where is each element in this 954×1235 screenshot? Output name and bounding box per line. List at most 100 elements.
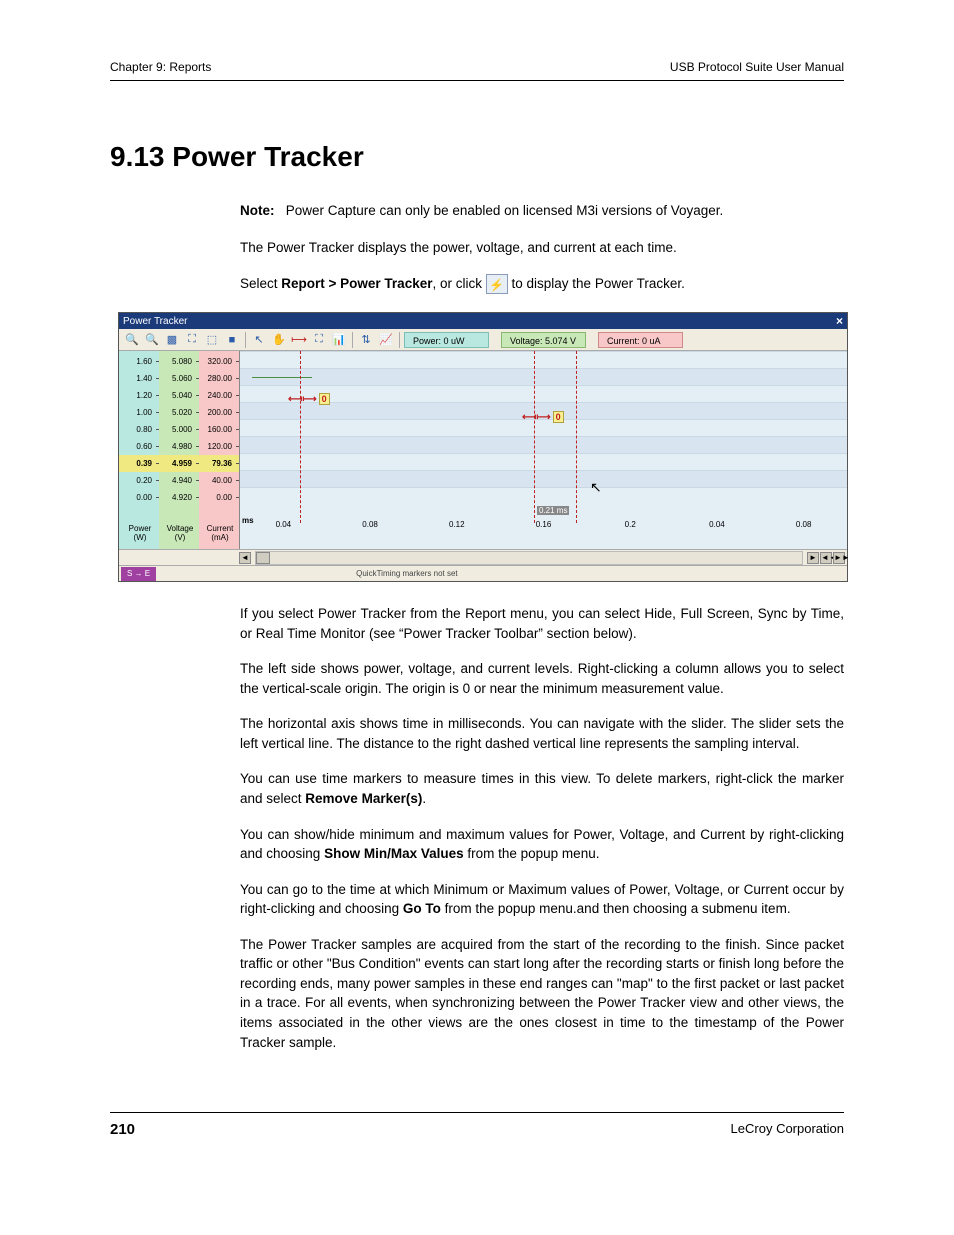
- ytick: 1.20: [119, 387, 159, 404]
- pointer-icon[interactable]: ↖: [250, 331, 268, 349]
- ytick: 4.920: [159, 489, 199, 506]
- zoom-in-icon[interactable]: 🔍: [123, 331, 141, 349]
- voltage-axis-label: Voltage(V): [160, 523, 200, 549]
- ytick: 280.00: [199, 370, 239, 387]
- voltage-readout: Voltage: 5.074 V: [501, 332, 586, 348]
- window-title: Power Tracker: [123, 316, 187, 327]
- x-axis-labels: 0.040.080.120.160.20.040.08: [240, 520, 847, 529]
- xtick: 0.16: [500, 520, 587, 529]
- header-left: Chapter 9: Reports: [110, 60, 211, 74]
- ytick: 4.980: [159, 438, 199, 455]
- section-title: 9.13 Power Tracker: [110, 141, 844, 173]
- ytick: 5.080: [159, 353, 199, 370]
- para-minmax: You can show/hide minimum and maximum va…: [240, 825, 844, 864]
- ytick: 200.00: [199, 404, 239, 421]
- scroll-thumb[interactable]: [256, 552, 270, 564]
- note-text: Power Capture can only be enabled on lic…: [286, 203, 724, 218]
- para-samples: The Power Tracker samples are acquired f…: [240, 935, 844, 1052]
- stop-icon[interactable]: ■: [223, 331, 241, 349]
- ytick: 0.80: [119, 421, 159, 438]
- scroll-left-icon[interactable]: ◄: [239, 552, 251, 564]
- ytick: 5.020: [159, 404, 199, 421]
- ytick: 1.40: [119, 370, 159, 387]
- zoom-reset-icon[interactable]: ⬚: [203, 331, 221, 349]
- scroll-track[interactable]: [255, 551, 803, 565]
- scroll-row: ◄ ► ◄◄ ►►: [119, 549, 847, 565]
- xtick: 0.12: [413, 520, 500, 529]
- ytick: 320.00: [199, 353, 239, 370]
- para-markers: You can use time markers to measure time…: [240, 769, 844, 808]
- ytick: 5.060: [159, 370, 199, 387]
- marker-1[interactable]: ⟻⟼0: [288, 393, 330, 405]
- current-readout: Current: 0 uA: [598, 332, 683, 348]
- y-col-current[interactable]: 320.00 280.00 240.00 200.00 160.00 120.0…: [199, 351, 239, 549]
- intro-para-2: Select Report > Power Tracker, or click …: [240, 274, 844, 294]
- marker-line-2: [534, 351, 535, 523]
- se-badge[interactable]: S → E: [121, 567, 156, 581]
- quicktiming-label: QuickTiming markers not set: [356, 569, 458, 578]
- ytick: 160.00: [199, 421, 239, 438]
- voltage-trace: [252, 377, 312, 378]
- ytick: 1.60: [119, 353, 159, 370]
- ytick: 0.00: [119, 489, 159, 506]
- ytick: 120.00: [199, 438, 239, 455]
- zoom-area-icon[interactable]: ▩: [163, 331, 181, 349]
- realtime-icon[interactable]: 📈: [377, 331, 395, 349]
- y-col-power[interactable]: 1.60 1.40 1.20 1.00 0.80 0.60 0.39 0.20 …: [119, 351, 159, 549]
- chart-body: 1.60 1.40 1.20 1.00 0.80 0.60 0.39 0.20 …: [119, 351, 847, 549]
- xtick: 0.08: [327, 520, 414, 529]
- marker-2[interactable]: ⟻⟼0: [522, 411, 564, 423]
- ytick: 40.00: [199, 472, 239, 489]
- ytick: 4.940: [159, 472, 199, 489]
- ytick: 1.00: [119, 404, 159, 421]
- ytick: 0.20: [119, 472, 159, 489]
- ytick: 79.36: [199, 455, 239, 472]
- fullscreen-icon[interactable]: ⛶: [310, 331, 328, 349]
- power-readout: Power: 0 uW: [404, 332, 489, 348]
- ytick: 0.00: [199, 489, 239, 506]
- y-axis-columns: 1.60 1.40 1.20 1.00 0.80 0.60 0.39 0.20 …: [119, 351, 239, 549]
- ytick: 0.60: [119, 438, 159, 455]
- lightning-icon[interactable]: [486, 274, 508, 294]
- y-col-voltage[interactable]: 5.080 5.060 5.040 5.020 5.000 4.980 4.95…: [159, 351, 199, 549]
- xtick: 0.04: [674, 520, 761, 529]
- ytick: 4.959: [159, 455, 199, 472]
- xtick: 0.2: [587, 520, 674, 529]
- zoom-fit-icon[interactable]: ⛶: [183, 331, 201, 349]
- window-footer: S → E QuickTiming markers not set: [119, 565, 847, 581]
- toolbar: 🔍 🔍 ▩ ⛶ ⬚ ■ ↖ ✋ ⟼ ⛶ 📊 ⇅ 📈 Power: 0 uW Vo…: [119, 329, 847, 351]
- page-header: Chapter 9: Reports USB Protocol Suite Us…: [110, 60, 844, 81]
- chart-icon[interactable]: 📊: [330, 331, 348, 349]
- sample-interval-label: 0.21 ms: [537, 506, 569, 515]
- power-axis-label: Power(W): [120, 523, 160, 549]
- para-3: The horizontal axis shows time in millis…: [240, 714, 844, 753]
- scroll-right-icon[interactable]: ►: [807, 552, 819, 564]
- sync-icon[interactable]: ⇅: [357, 331, 375, 349]
- note-label: Note:: [240, 203, 275, 218]
- xtick: 0.04: [240, 520, 327, 529]
- zoom-out-icon[interactable]: 🔍: [143, 331, 161, 349]
- header-right: USB Protocol Suite User Manual: [670, 60, 844, 74]
- chart-area[interactable]: ⟻⟼0 ⟻⟼0 ↖ ms 0.040.080.120.160.20.040.08…: [239, 351, 847, 549]
- marker-icon[interactable]: ⟼: [290, 331, 308, 349]
- marker-line-3: [576, 351, 577, 523]
- current-axis-label: Current(mA): [200, 523, 240, 549]
- marker-line-1: [300, 351, 301, 523]
- page-number: 210: [110, 1121, 135, 1138]
- para-2: The left side shows power, voltage, and …: [240, 659, 844, 698]
- titlebar: Power Tracker ×: [119, 313, 847, 329]
- ytick: 0.39: [119, 455, 159, 472]
- intro-para-1: The Power Tracker displays the power, vo…: [240, 238, 844, 258]
- xtick: 0.08: [760, 520, 847, 529]
- ytick: 5.040: [159, 387, 199, 404]
- para-1: If you select Power Tracker from the Rep…: [240, 604, 844, 643]
- scroll-fwd-icon[interactable]: ►►: [833, 552, 845, 564]
- power-tracker-window: Power Tracker × 🔍 🔍 ▩ ⛶ ⬚ ■ ↖ ✋ ⟼ ⛶ 📊 ⇅ …: [118, 312, 848, 582]
- axis-unit-labels: Power(W) Voltage(V) Current(mA): [120, 523, 240, 549]
- ytick: 5.000: [159, 421, 199, 438]
- note-line: Note: Power Capture can only be enabled …: [240, 203, 844, 218]
- close-icon[interactable]: ×: [836, 314, 843, 328]
- scroll-rew-icon[interactable]: ◄◄: [820, 552, 832, 564]
- footer-company: LeCroy Corporation: [731, 1121, 844, 1138]
- hand-icon[interactable]: ✋: [270, 331, 288, 349]
